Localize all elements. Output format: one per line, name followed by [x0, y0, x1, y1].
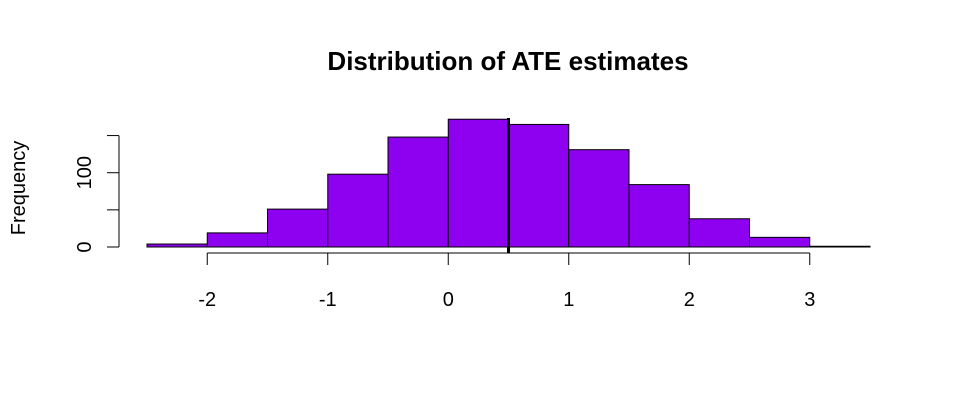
x-tick-label-2: 0	[443, 289, 454, 311]
histogram-bar-2	[267, 208, 329, 248]
histogram-bar-8	[628, 184, 690, 248]
histogram-bar-7	[568, 149, 630, 248]
y-axis: 0 100	[74, 135, 120, 253]
histogram-bar-1	[206, 232, 268, 248]
x-tick-label-3: 1	[563, 289, 574, 311]
histogram-bar-6	[508, 123, 570, 248]
histogram-bar-3	[327, 173, 389, 248]
chart-title: Distribution of ATE estimates	[327, 46, 688, 76]
y-tick-label-0: 0	[74, 241, 96, 252]
x-tick-label-1: -1	[319, 289, 337, 311]
histogram-bar-4	[387, 136, 449, 248]
y-tick-label-2: 100	[74, 156, 96, 189]
histogram-bar-10	[749, 236, 811, 248]
x-tick-label-4: 2	[684, 289, 695, 311]
x-tick-label-0: -2	[198, 289, 216, 311]
x-tick-label-5: 3	[804, 289, 815, 311]
histogram-bar-0	[146, 243, 208, 248]
histogram-bar-9	[688, 218, 750, 248]
x-axis: -2 -1 0 1 2 3	[198, 252, 815, 311]
histogram-bar-11	[809, 245, 871, 248]
histogram-bar-5	[447, 118, 509, 248]
histogram-bars	[146, 118, 871, 248]
y-axis-label: Frequency	[8, 141, 30, 236]
